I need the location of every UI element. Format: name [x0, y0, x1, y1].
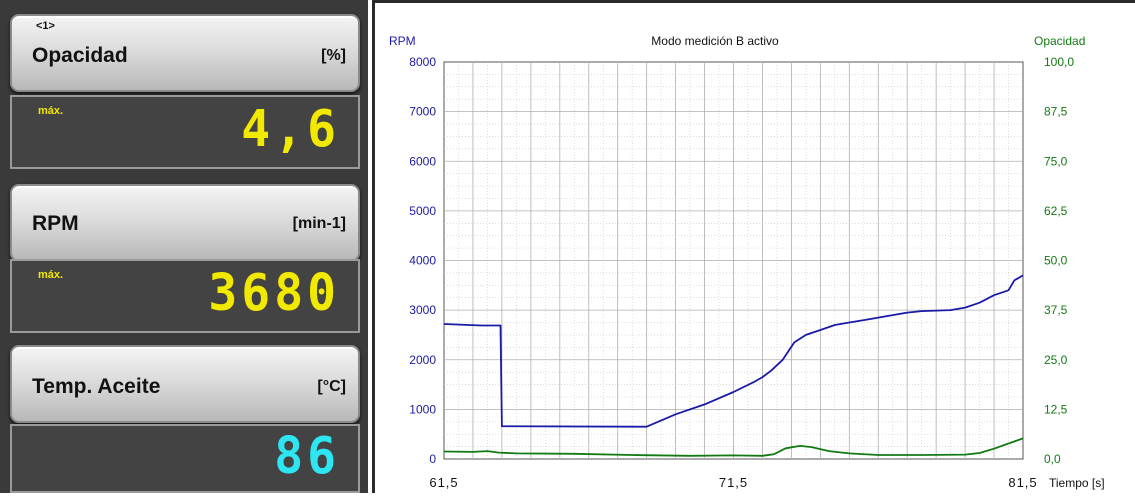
channel-tag: <1> — [36, 20, 55, 32]
x-tick-label: 71,5 — [719, 475, 748, 490]
opacity-title: Opacidad — [32, 44, 128, 67]
x-axis-label: Tiempo [s] — [1049, 476, 1105, 490]
x-tick-label: 61,5 — [429, 475, 458, 490]
oil-temp-value: 86 — [274, 426, 340, 486]
oil-temp-unit: [°C] — [317, 378, 346, 395]
right-tick-label: 37,5 — [1044, 303, 1068, 317]
rpm-title: RPM — [32, 212, 79, 235]
opacity-readout: máx. 4,6 — [10, 95, 360, 169]
left-tick-label: 5000 — [409, 204, 436, 218]
right-axis-label: Opacidad — [1034, 34, 1085, 48]
left-tick-label: 7000 — [409, 105, 436, 119]
right-tick-label: 62,5 — [1044, 204, 1068, 218]
right-tick-label: 0,0 — [1044, 452, 1061, 466]
chart-title: Modo medición B activo — [651, 34, 779, 48]
right-tick-label: 12,5 — [1044, 402, 1068, 416]
rpm-max-label: máx. — [38, 269, 64, 281]
left-tick-label: 8000 — [409, 55, 436, 69]
right-tick-label: 100,0 — [1044, 55, 1074, 69]
right-tick-label: 75,0 — [1044, 154, 1068, 168]
opacity-max-label: máx. — [38, 105, 64, 117]
left-tick-label: 6000 — [409, 154, 436, 168]
left-tick-label: 2000 — [409, 353, 436, 367]
right-tick-label: 50,0 — [1044, 254, 1068, 268]
left-tick-label: 3000 — [409, 303, 436, 317]
oil-temp-title: Temp. Aceite — [32, 375, 161, 398]
chart-svg: RPM Modo medición B activo Opacidad Tiem… — [389, 34, 1105, 490]
opacity-max-value: 4,6 — [241, 99, 340, 159]
measurement-panel: <1> Opacidad [%] máx. 4,6 RPM [min-1] má… — [0, 0, 368, 493]
left-tick-label: 1000 — [409, 402, 436, 416]
right-tick-label: 87,5 — [1044, 105, 1068, 119]
rpm-header-button[interactable]: RPM [min-1] — [10, 184, 360, 262]
opacity-unit: [%] — [321, 47, 346, 64]
opacity-header-button[interactable]: <1> Opacidad [%] — [10, 14, 360, 92]
right-tick-label: 25,0 — [1044, 353, 1068, 367]
rpm-max-value: 3680 — [208, 263, 340, 323]
rpm-readout: máx. 3680 — [10, 259, 360, 333]
left-axis-label: RPM — [389, 34, 416, 48]
oil-temp-readout: 86 — [10, 424, 360, 493]
oil-temp-header-button[interactable]: Temp. Aceite [°C] — [10, 345, 360, 423]
left-tick-label: 0 — [429, 452, 436, 466]
opacity-series-line — [443, 437, 1024, 457]
left-tick-label: 4000 — [409, 254, 436, 268]
rpm-series-line — [443, 274, 1024, 428]
measurement-chart: RPM Modo medición B activo Opacidad Tiem… — [372, 0, 1135, 493]
rpm-unit: [min-1] — [292, 215, 346, 232]
x-tick-label: 81,5 — [1008, 475, 1037, 490]
